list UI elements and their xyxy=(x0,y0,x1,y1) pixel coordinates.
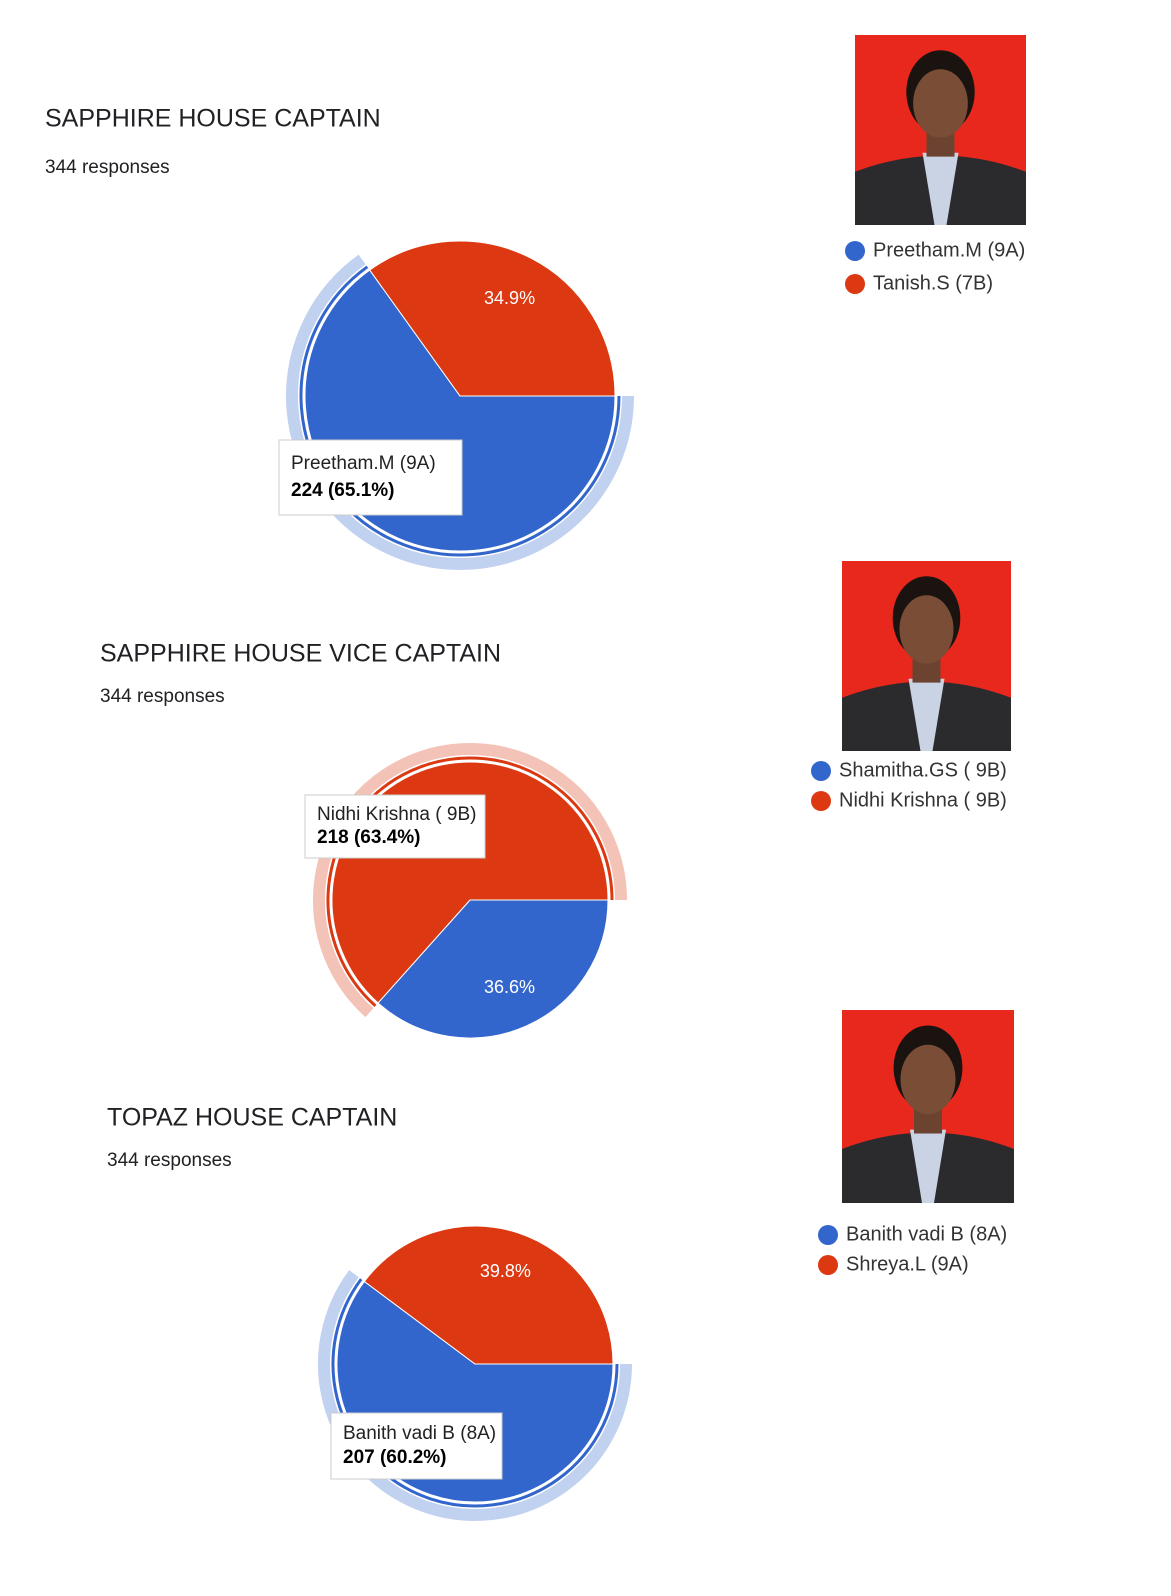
chart-title: TOPAZ HOUSE CAPTAIN xyxy=(107,1104,397,1132)
photo xyxy=(842,1010,1014,1203)
photo-face xyxy=(899,595,954,664)
highlight-halo xyxy=(313,743,627,1018)
legend-label: Shreya.L (9A) xyxy=(846,1253,969,1275)
photo xyxy=(855,35,1026,225)
tooltip-value: 224 (65.1%) xyxy=(291,480,395,501)
legend-label: Banith vadi B (8A) xyxy=(846,1223,1007,1245)
legend-marker xyxy=(818,1255,838,1275)
pie-slice xyxy=(368,240,616,397)
chart-title: SAPPHIRE HOUSE CAPTAIN xyxy=(45,105,381,133)
tooltip-value: 207 (60.2%) xyxy=(343,1447,447,1468)
tooltip-box xyxy=(304,794,486,859)
highlight-ring xyxy=(331,1278,619,1508)
legend-marker xyxy=(818,1225,838,1245)
response-count: 344 responses xyxy=(100,686,225,707)
response-count: 344 responses xyxy=(45,157,170,178)
highlight-halo xyxy=(286,254,634,570)
photo-shirt xyxy=(922,152,959,225)
legend-marker xyxy=(845,241,865,261)
highlight-ring xyxy=(326,756,614,1008)
tooltip-box xyxy=(278,439,463,516)
highlight-ring xyxy=(299,265,621,557)
pie-slice xyxy=(363,1225,614,1365)
slice-label: 36.6% xyxy=(484,977,535,997)
photo-shirt xyxy=(908,678,945,751)
photo-face xyxy=(913,69,968,138)
tooltip-name: Banith vadi B (8A) xyxy=(343,1423,496,1444)
chart-title: SAPPHIRE HOUSE VICE CAPTAIN xyxy=(100,640,501,668)
slice-label: 34.9% xyxy=(484,288,535,308)
highlight-halo xyxy=(318,1270,632,1521)
photo-face xyxy=(900,1044,956,1115)
legend-marker xyxy=(811,791,831,811)
pie-slice xyxy=(377,899,609,1039)
response-count: 344 responses xyxy=(107,1150,232,1171)
legend-label: Tanish.S (7B) xyxy=(873,272,993,294)
photo-shirt xyxy=(910,1129,946,1203)
legend-label: Preetham.M (9A) xyxy=(873,239,1025,261)
legend-marker xyxy=(845,274,865,294)
photo xyxy=(842,561,1011,751)
tooltip-name: Nidhi Krishna ( 9B) xyxy=(317,804,476,825)
tooltip-box xyxy=(330,1412,503,1480)
tooltip-value: 218 (63.4%) xyxy=(317,827,421,848)
tooltip-name: Preetham.M (9A) xyxy=(291,453,436,474)
slice-label: 39.8% xyxy=(480,1261,531,1281)
legend-marker xyxy=(811,761,831,781)
legend-label: Shamitha.GS ( 9B) xyxy=(839,759,1007,781)
legend-label: Nidhi Krishna ( 9B) xyxy=(839,789,1007,811)
